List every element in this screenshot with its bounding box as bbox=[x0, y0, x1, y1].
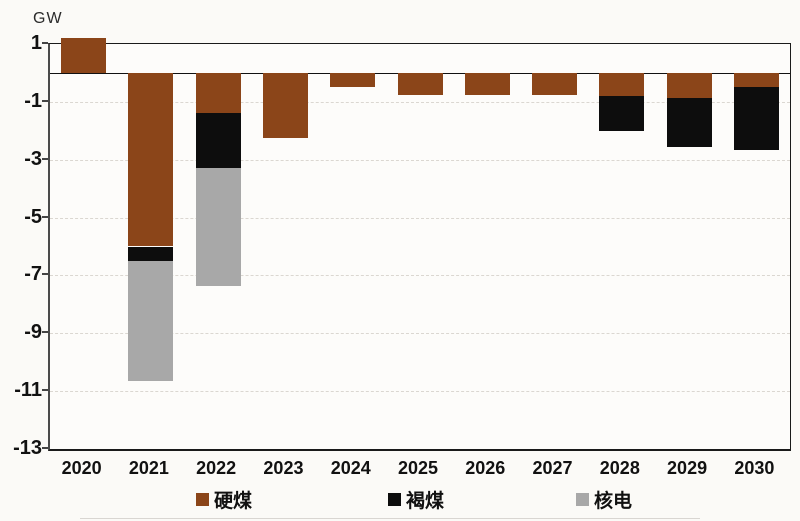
legend-swatch bbox=[196, 493, 209, 506]
legend-swatch bbox=[576, 493, 589, 506]
gridline bbox=[50, 217, 790, 219]
bar-segment bbox=[666, 72, 712, 98]
x-tick-label: 2025 bbox=[397, 458, 439, 478]
bar-segment bbox=[397, 72, 443, 95]
gridline bbox=[50, 159, 790, 161]
y-tick-label: -13 bbox=[13, 437, 42, 459]
y-tick-mark bbox=[42, 331, 48, 334]
bar-segment bbox=[128, 260, 174, 381]
x-tick-label: 2022 bbox=[196, 458, 237, 478]
bar-segment bbox=[195, 168, 241, 286]
legend-item: 褐煤 bbox=[388, 486, 444, 513]
y-tick-label: -5 bbox=[24, 205, 42, 228]
gridline bbox=[50, 275, 790, 277]
y-tick-mark bbox=[42, 42, 48, 44]
x-tick-label: 2028 bbox=[599, 458, 640, 478]
bottom-divider bbox=[80, 518, 700, 519]
legend-label: 褐煤 bbox=[406, 491, 445, 512]
plot-area bbox=[48, 38, 791, 451]
y-tick-label: -9 bbox=[24, 321, 42, 344]
gridline bbox=[50, 101, 790, 103]
y-tick-label: 1 bbox=[30, 32, 42, 54]
bar-segment bbox=[733, 72, 779, 88]
y-tick-mark bbox=[42, 447, 48, 449]
bar-segment bbox=[61, 38, 107, 73]
bar-segment bbox=[599, 72, 645, 97]
y-tick-label: -7 bbox=[24, 263, 42, 286]
legend-item: 核电 bbox=[576, 486, 632, 513]
x-tick-label: 2030 bbox=[734, 458, 775, 478]
y-axis-unit-label: GW bbox=[33, 10, 63, 27]
x-tick-label: 2027 bbox=[532, 458, 573, 478]
bar-segment bbox=[195, 72, 241, 114]
x-tick-label: 2023 bbox=[263, 458, 304, 478]
y-tick-mark bbox=[42, 157, 48, 160]
y-tick-label: -1 bbox=[24, 89, 42, 112]
y-tick-label: -3 bbox=[24, 147, 42, 170]
bar-segment bbox=[262, 72, 308, 138]
bar-segment bbox=[128, 72, 174, 247]
bar-segment bbox=[733, 87, 779, 150]
x-tick-label: 2029 bbox=[667, 458, 708, 478]
legend-label: 核电 bbox=[594, 491, 633, 512]
y-tick-mark bbox=[42, 99, 48, 102]
gridline bbox=[50, 333, 790, 335]
bar-segment bbox=[666, 97, 712, 147]
bar-segment bbox=[532, 72, 578, 95]
legend-label: 硬煤 bbox=[214, 491, 253, 512]
y-tick-mark bbox=[42, 273, 48, 276]
legend-swatch bbox=[388, 493, 401, 506]
x-tick-label: 2020 bbox=[61, 458, 102, 478]
x-tick-label: 2021 bbox=[128, 458, 169, 478]
legend-item: 硬煤 bbox=[196, 486, 252, 513]
y-tick-label: -11 bbox=[14, 379, 42, 402]
x-tick-label: 2024 bbox=[330, 458, 371, 478]
bar-segment bbox=[195, 113, 241, 169]
gridline bbox=[50, 391, 790, 393]
bar-segment bbox=[128, 246, 174, 261]
bar-segment bbox=[464, 72, 510, 95]
x-tick-label: 2026 bbox=[465, 458, 506, 478]
y-tick-mark bbox=[42, 389, 48, 392]
bar-segment bbox=[599, 96, 645, 131]
y-tick-mark bbox=[42, 215, 48, 218]
bar-segment bbox=[330, 72, 376, 88]
